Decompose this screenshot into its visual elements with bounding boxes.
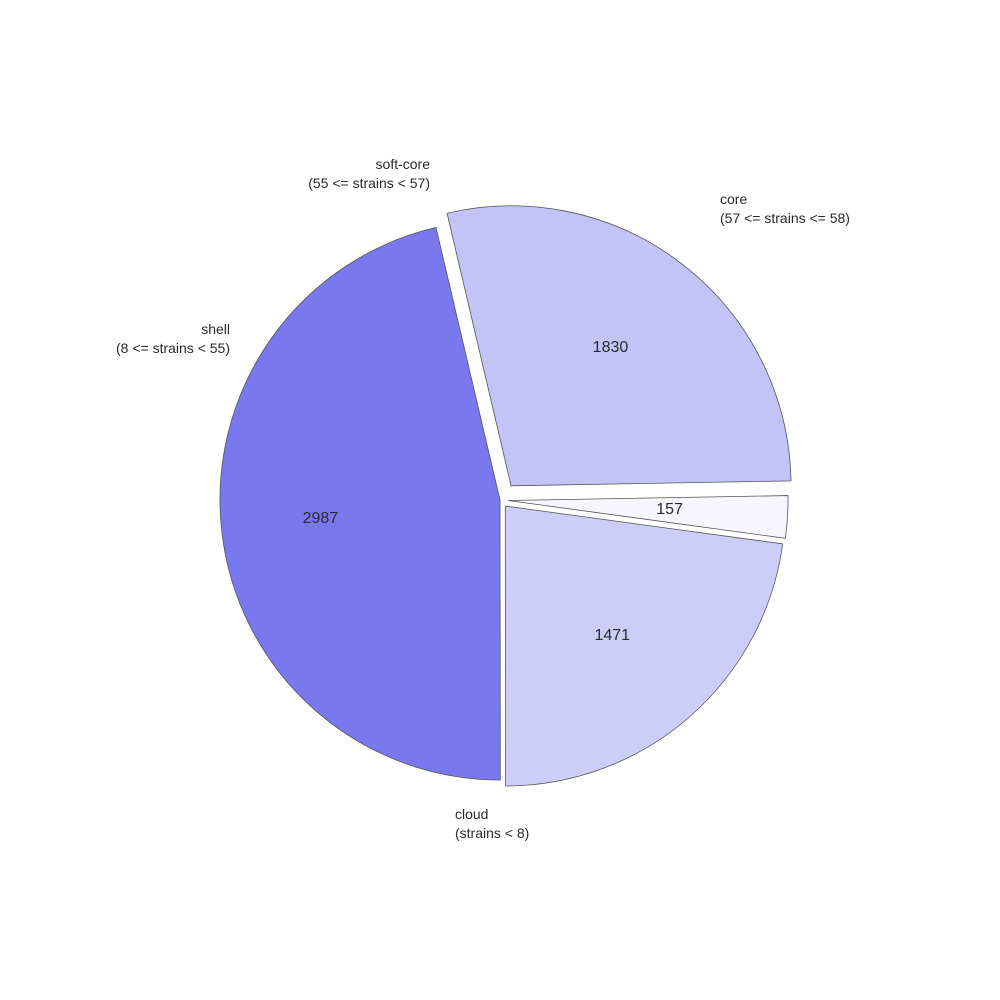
slice-value-cloud: 2987 <box>303 510 339 528</box>
slice-label-line2-soft-core: (55 <= strains < 57) <box>308 174 430 193</box>
slice-label-line2-shell: (8 <= strains < 55) <box>116 339 230 358</box>
slice-value-soft-core: 157 <box>656 501 683 519</box>
slice-value-core: 1830 <box>593 339 629 357</box>
pie-slice-cloud <box>220 227 500 780</box>
slice-label-cloud: cloud(strains < 8) <box>455 805 529 843</box>
pie-chart <box>0 0 1000 1000</box>
slice-label-core: core(57 <= strains <= 58) <box>720 190 850 228</box>
slice-label-line1-shell: shell <box>116 320 230 339</box>
slice-label-line2-core: (57 <= strains <= 58) <box>720 209 850 228</box>
slice-value-shell: 1471 <box>594 627 630 645</box>
slice-label-line2-cloud: (strains < 8) <box>455 824 529 843</box>
slice-label-line1-soft-core: soft-core <box>308 155 430 174</box>
pie-slice-shell <box>505 506 782 786</box>
slice-label-line1-cloud: cloud <box>455 805 529 824</box>
slice-label-shell: shell(8 <= strains < 55) <box>116 320 230 358</box>
slice-label-soft-core: soft-core(55 <= strains < 57) <box>308 155 430 193</box>
slice-label-line1-core: core <box>720 190 850 209</box>
